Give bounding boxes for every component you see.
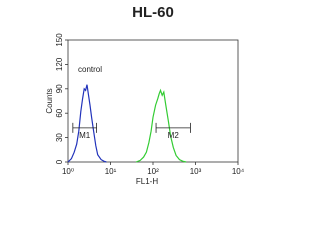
series-label: control (78, 65, 102, 74)
y-tick-label: 120 (55, 57, 64, 71)
plot-frame (67, 39, 239, 163)
marker-label: M2 (168, 131, 180, 140)
y-tick-label: 150 (55, 33, 64, 47)
marker-label: M1 (79, 131, 91, 140)
y-tick-label: 60 (55, 108, 64, 117)
y-tick-label: 0 (55, 159, 64, 164)
x-tick-label: 10¹ (105, 167, 117, 176)
y-tick-label: 90 (55, 84, 64, 93)
histogram-line (67, 84, 107, 163)
chart: HL-60 FL1-H Counts 0 30 60 90 120 150 10⁰ 10¹ 10… (45, 4, 245, 186)
x-tick-label: 10² (147, 167, 159, 176)
x-tick-label: 10⁴ (232, 167, 245, 176)
histogram-line (135, 88, 187, 163)
x-axis-label: FL1-H (136, 177, 158, 186)
x-tick-label: 10³ (190, 167, 202, 176)
y-axis-label: Counts (45, 88, 54, 113)
x-tick-label: 10⁰ (62, 167, 74, 176)
chart-title: HL-60 (132, 4, 174, 21)
y-tick-label: 30 (55, 133, 64, 142)
